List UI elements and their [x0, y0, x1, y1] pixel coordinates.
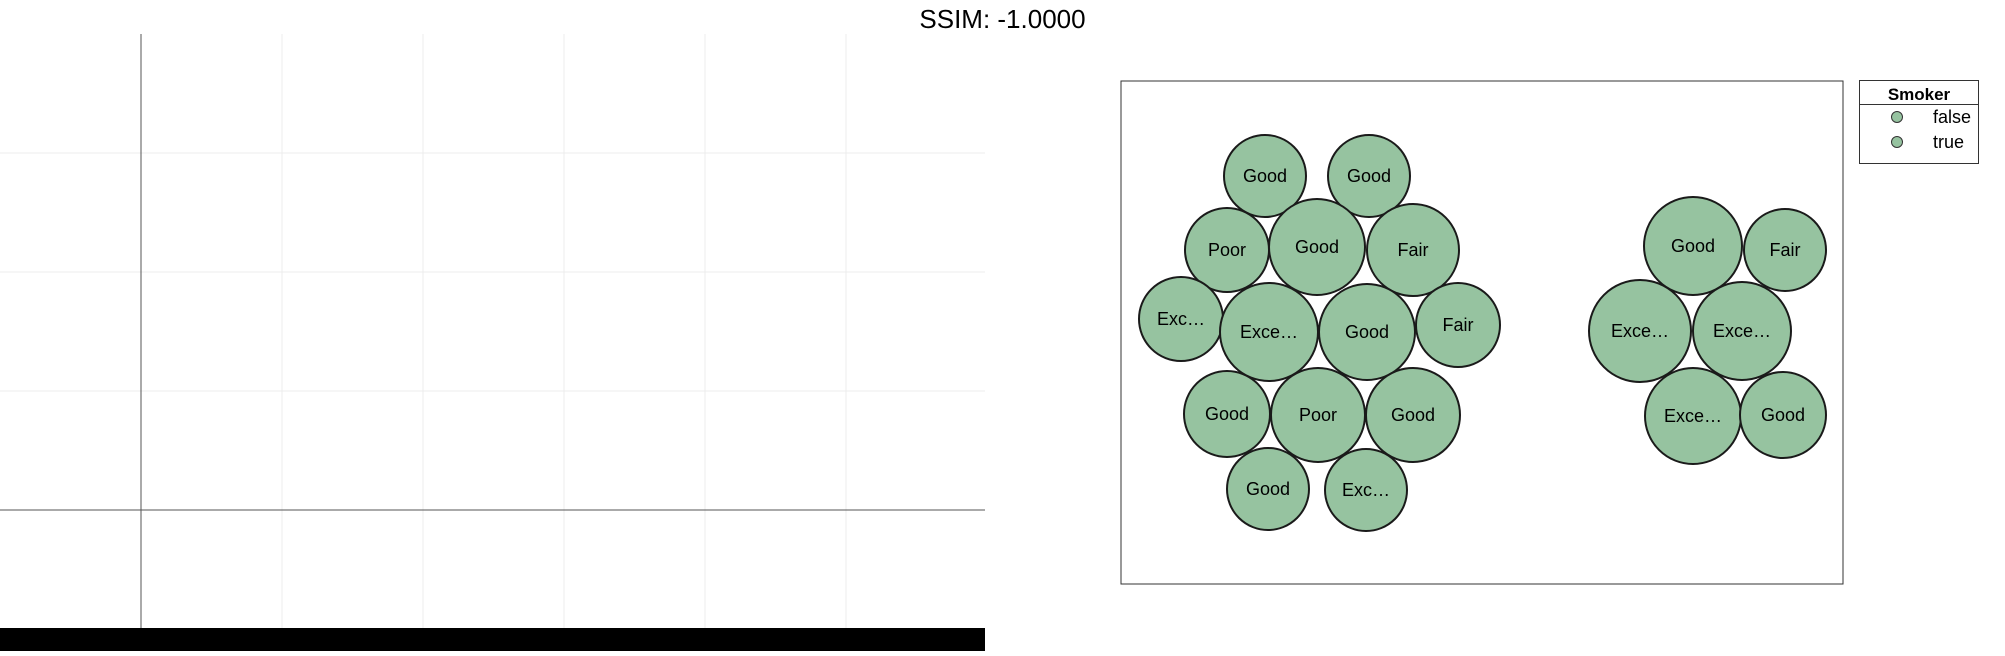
legend-marker — [1891, 136, 1903, 148]
bubble-label: Fair — [1443, 315, 1474, 335]
legend: Smoker false true — [1859, 80, 1979, 164]
bubble-label: Exce… — [1713, 321, 1771, 341]
bubble — [1365, 367, 1461, 463]
bubble — [1743, 208, 1827, 292]
bubble-label: Exc… — [1157, 309, 1205, 329]
bubble-label: Good — [1671, 236, 1715, 256]
grid-vertical — [281, 34, 847, 628]
bubble — [1327, 134, 1411, 218]
legend-label: true — [1933, 132, 1965, 152]
bubble — [1318, 283, 1416, 381]
bottom-black-bar — [0, 628, 985, 651]
bubble-label: Good — [1391, 405, 1435, 425]
legend-item-true: true — [1860, 130, 1978, 155]
bubble-label: Fair — [1770, 240, 1801, 260]
legend-item-false: false — [1860, 105, 1978, 130]
bubble — [1588, 279, 1692, 383]
bubble — [1324, 448, 1408, 532]
bubble — [1183, 370, 1271, 458]
bubble — [1643, 196, 1743, 296]
bubble-label: Good — [1246, 479, 1290, 499]
bubble-label: Exce… — [1664, 406, 1722, 426]
bubble — [1223, 134, 1307, 218]
bubble-label: Good — [1295, 237, 1339, 257]
bubble-label: Exce… — [1611, 321, 1669, 341]
bubble-label: Good — [1345, 322, 1389, 342]
grid-horizontal — [0, 152, 985, 392]
bubble-label: Fair — [1398, 240, 1429, 260]
bubble-label: Good — [1205, 404, 1249, 424]
bubble-layer: Good Good Poor Good Fair Exc… Exce… Good Fair Goo… — [1138, 134, 1827, 532]
legend-label: false — [1933, 107, 1972, 127]
bubble-label: Exc… — [1342, 480, 1390, 500]
bubble-label: Good — [1347, 166, 1391, 186]
bubble-label: Poor — [1208, 240, 1246, 260]
bubble-plot-frame — [1120, 80, 1844, 585]
empty-plot-svg — [0, 34, 985, 628]
bubble-label: Poor — [1299, 405, 1337, 425]
bubble — [1415, 282, 1501, 368]
bubble — [1226, 447, 1310, 531]
legend-title: Smoker — [1860, 81, 1978, 105]
bubble-label: Exce… — [1240, 322, 1298, 342]
chart-title: SSIM: -1.0000 — [919, 4, 1086, 34]
empty-plot-panel — [0, 0, 985, 651]
bubble — [1366, 203, 1460, 297]
legend-marker — [1891, 111, 1903, 123]
bubble — [1692, 281, 1792, 381]
bubble — [1739, 371, 1827, 459]
bubble-label: Good — [1243, 166, 1287, 186]
bubble — [1268, 198, 1366, 296]
bubble-label: Good — [1761, 405, 1805, 425]
